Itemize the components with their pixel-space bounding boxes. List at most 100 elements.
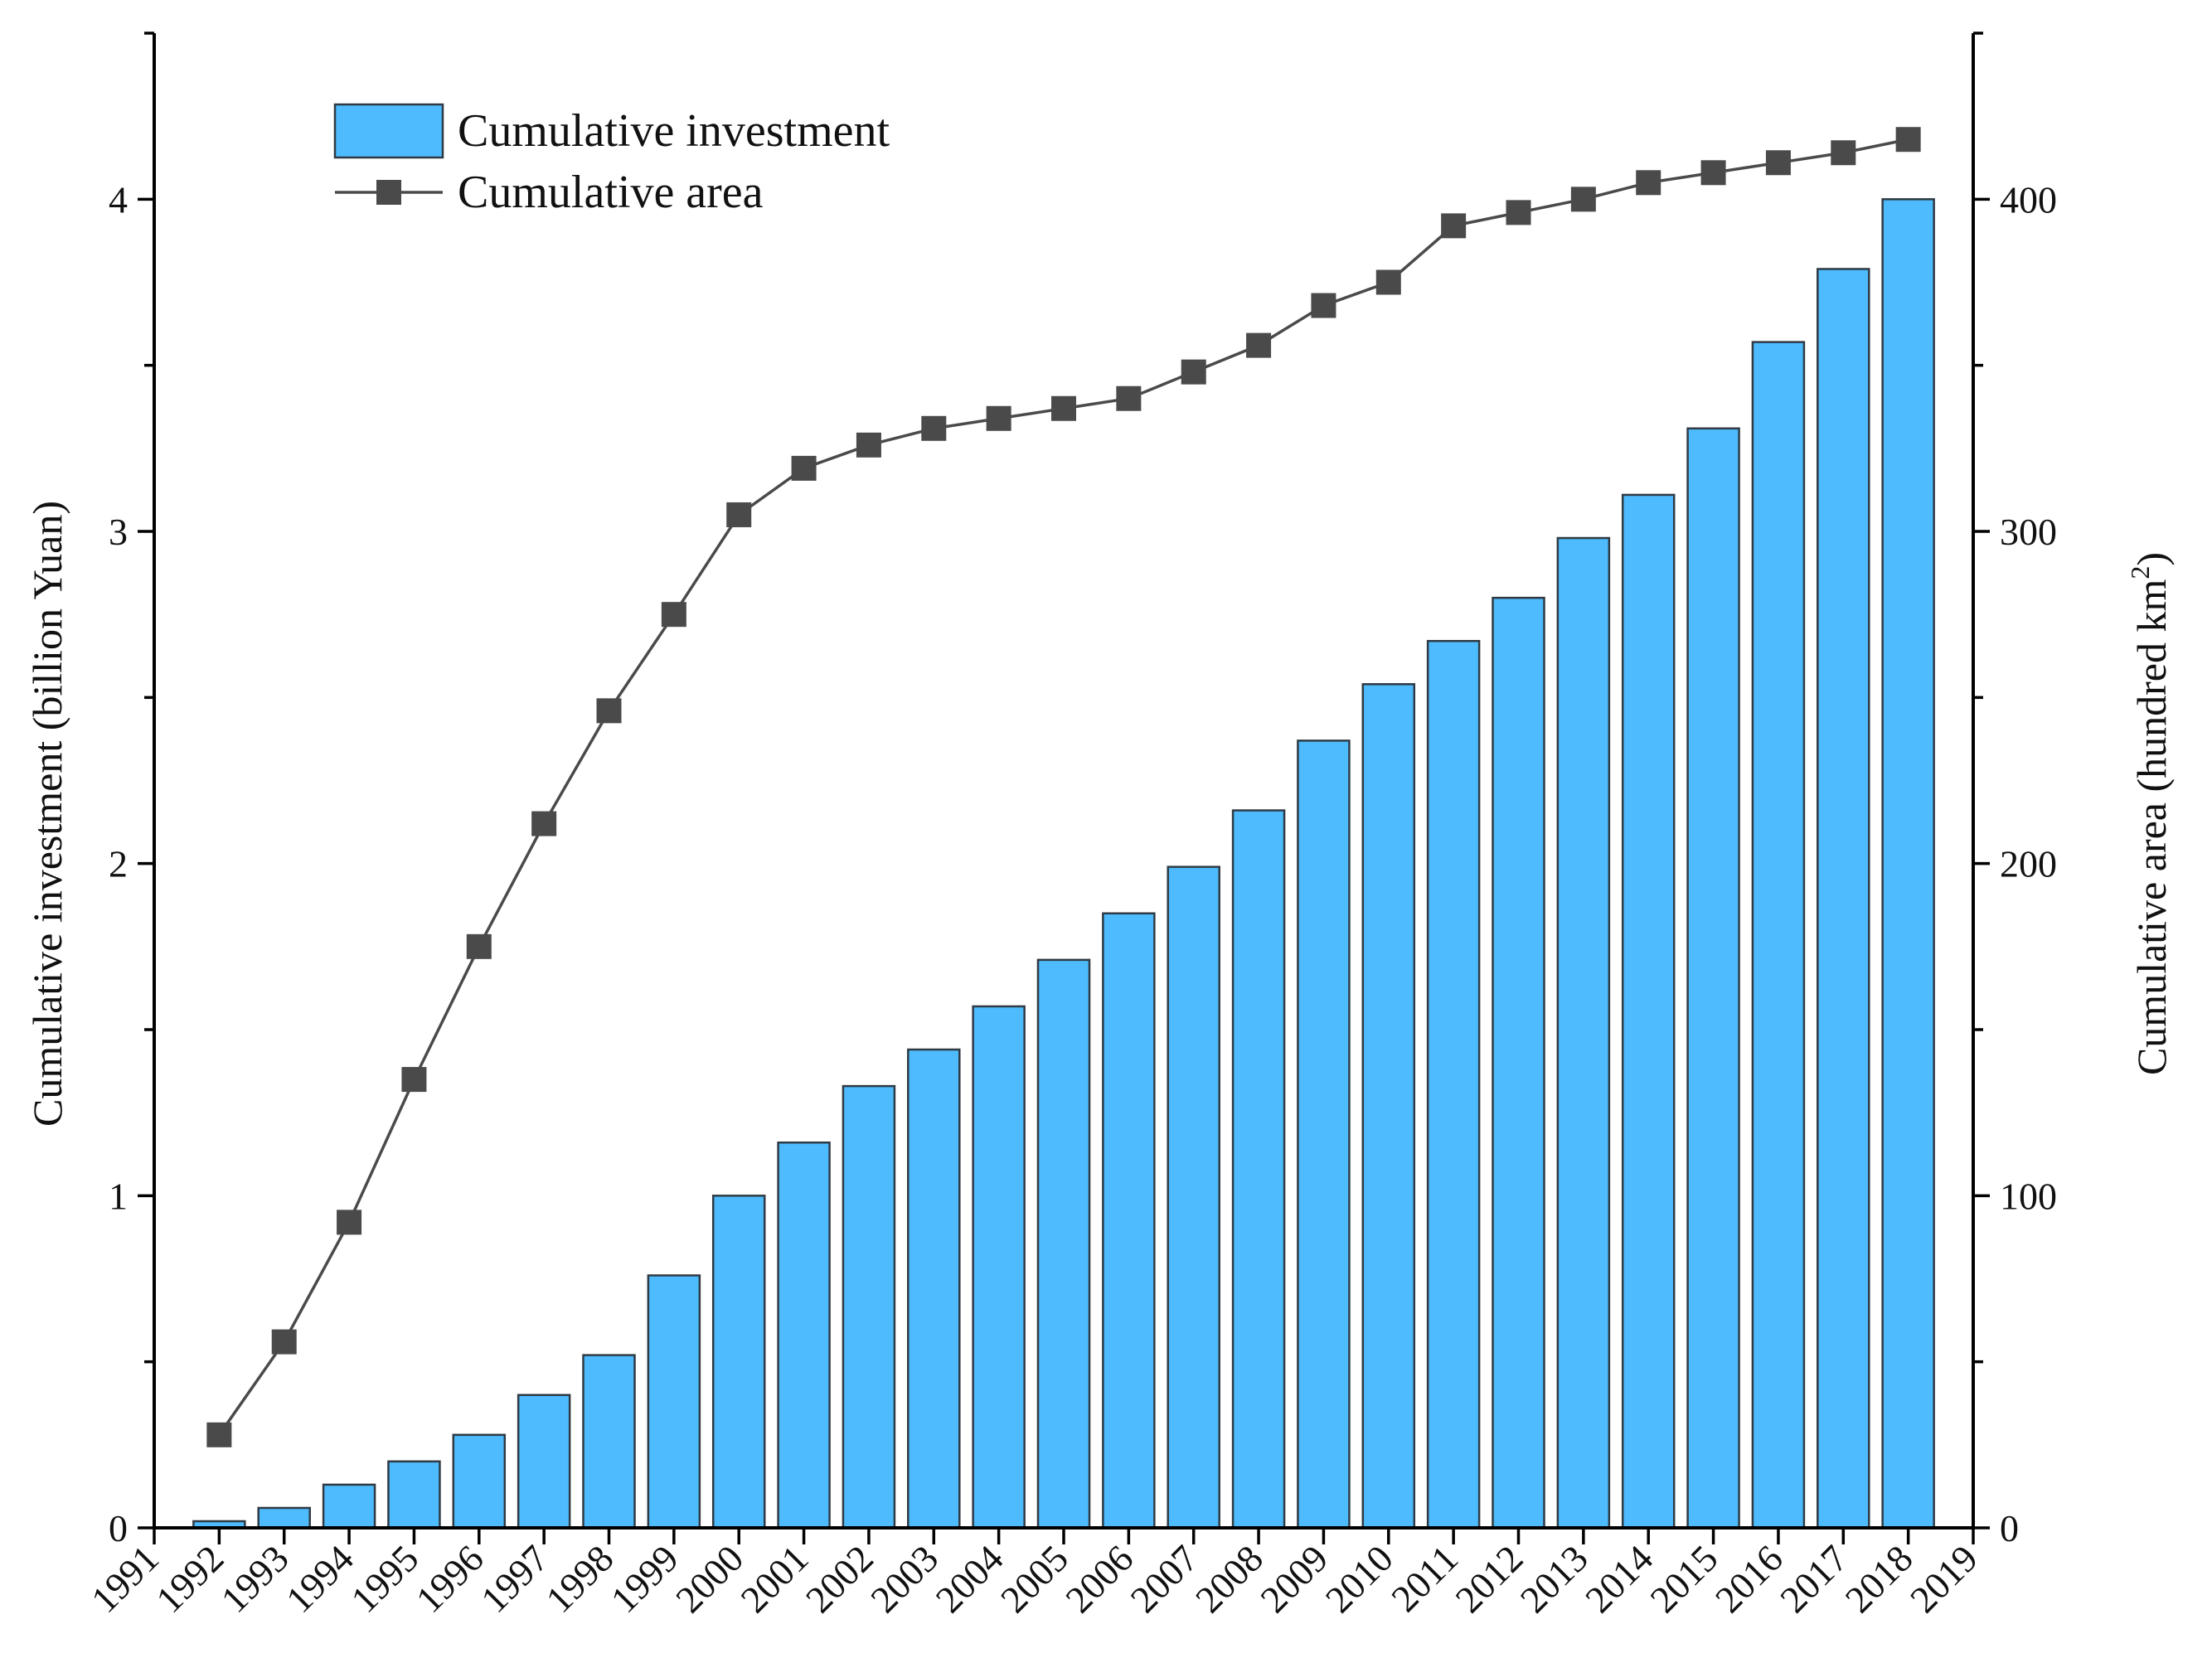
bar-2001 [777,1141,831,1530]
x-tick-label-2001: 2001 [733,1537,817,1621]
area-marker-1993 [271,1329,297,1355]
area-marker-2003 [921,415,947,441]
area-marker-2006 [1116,385,1142,411]
right-axis-title-superscript: 2 [2125,566,2155,579]
area-marker-2010 [1375,269,1401,295]
x-tick-label-2019: 2019 [1902,1537,1986,1621]
legend-bar-swatch [333,103,444,159]
area-marker-2008 [1246,332,1272,358]
area-marker-2005 [1051,395,1076,421]
x-tick-label-2008: 2008 [1187,1537,1271,1621]
bar-2003 [907,1048,961,1530]
area-marker-2009 [1311,293,1336,318]
x-tick-label-2013: 2013 [1512,1537,1596,1621]
x-tick-label-1992: 1992 [148,1537,231,1621]
area-marker-1998 [596,698,622,724]
bar-2017 [1817,268,1870,1530]
bar-2002 [842,1084,896,1530]
x-tick-label-1996: 1996 [408,1537,492,1621]
right-axis-title-suffix: ) [2128,552,2175,566]
x-tick-label-2009: 2009 [1252,1537,1336,1621]
area-marker-1997 [531,811,557,836]
left-tick-label: 1 [109,1175,128,1217]
x-tick-label-1997: 1997 [473,1537,556,1621]
x-tick-label-1998: 1998 [537,1537,621,1621]
area-marker-1992 [206,1422,232,1447]
bar-2005 [1036,958,1091,1530]
legend-label-investment: Cumulative investment [458,105,890,157]
bar-1994 [322,1483,376,1530]
x-tick-label-2005: 2005 [992,1537,1076,1621]
bar-2013 [1556,536,1611,1530]
x-tick-label-2004: 2004 [928,1537,1011,1621]
x-tick-label-2010: 2010 [1317,1537,1401,1621]
x-tick-label-2014: 2014 [1577,1537,1661,1621]
bar-2014 [1621,493,1676,1530]
left-tick-label: 3 [109,511,128,553]
x-tick-label-2002: 2002 [798,1537,881,1621]
left-axis-title: Cumulative investment (billion Yuan) [24,501,70,1127]
area-marker-2002 [856,432,881,458]
x-tick-label-2016: 2016 [1707,1537,1791,1621]
bar-2018 [1881,198,1935,1530]
area-marker-1994 [337,1210,362,1235]
area-marker-1999 [661,602,686,628]
x-tick-label-2003: 2003 [862,1537,946,1621]
area-marker-2017 [1831,140,1856,166]
bar-1998 [582,1354,636,1530]
bar-1996 [452,1433,507,1530]
legend-label-area: Cumulative area [458,167,764,218]
right-tick-label: 400 [2000,178,2057,221]
area-marker-1996 [466,933,492,959]
left-tick-label: 0 [109,1507,128,1549]
area-marker-1995 [401,1067,427,1093]
legend: Cumulative investment Cumulative area [333,103,890,218]
x-tick-label-2006: 2006 [1057,1537,1141,1621]
area-marker-2011 [1441,213,1467,239]
x-tick-label-2000: 2000 [667,1537,751,1621]
bar-2009 [1297,739,1351,1530]
right-tick-label: 100 [2000,1175,2057,1217]
bar-series [192,198,1935,1530]
right-tick-label: 300 [2000,511,2057,553]
bar-2012 [1492,596,1545,1530]
bar-2010 [1361,683,1416,1530]
area-marker-2018 [1895,127,1921,153]
right-tick-label: 0 [2000,1507,2019,1549]
area-marker-2012 [1506,200,1531,225]
bar-1997 [517,1394,571,1530]
x-tick-label-2012: 2012 [1447,1537,1530,1621]
area-marker-2016 [1765,150,1791,176]
area-marker-2014 [1636,170,1661,196]
x-tick-label-2018: 2018 [1837,1537,1921,1621]
bar-2000 [711,1195,766,1530]
bar-2007 [1167,865,1220,1530]
x-tick-label-1999: 1999 [603,1537,686,1621]
bar-2011 [1426,639,1481,1530]
x-tick-label-1993: 1993 [213,1537,297,1621]
bar-1993 [257,1506,311,1530]
x-tick-label-1994: 1994 [278,1537,361,1621]
x-tick-label-2007: 2007 [1123,1537,1206,1621]
left-tick-label: 4 [109,178,128,221]
bar-2016 [1751,341,1806,1530]
bar-2015 [1686,427,1740,1530]
area-marker-2000 [726,502,752,527]
right-tick-label: 200 [2000,843,2057,885]
right-axis-title-main: Cumulative area (hundred km [2128,579,2175,1076]
bar-1995 [387,1460,441,1530]
x-tick-label-2017: 2017 [1772,1537,1855,1621]
x-tick-label-2015: 2015 [1642,1537,1726,1621]
area-marker-2001 [791,455,817,481]
left-tick-label: 2 [109,843,128,885]
right-axis-title: Cumulative area (hundred km2) [2125,552,2175,1075]
bar-1999 [647,1274,701,1530]
bar-2006 [1102,912,1156,1530]
area-marker-2004 [986,405,1011,431]
bar-2004 [972,1005,1026,1530]
legend-marker-swatch [376,180,401,205]
x-tick-label-1991: 1991 [83,1537,167,1621]
x-tick-label-2011: 2011 [1383,1537,1466,1620]
